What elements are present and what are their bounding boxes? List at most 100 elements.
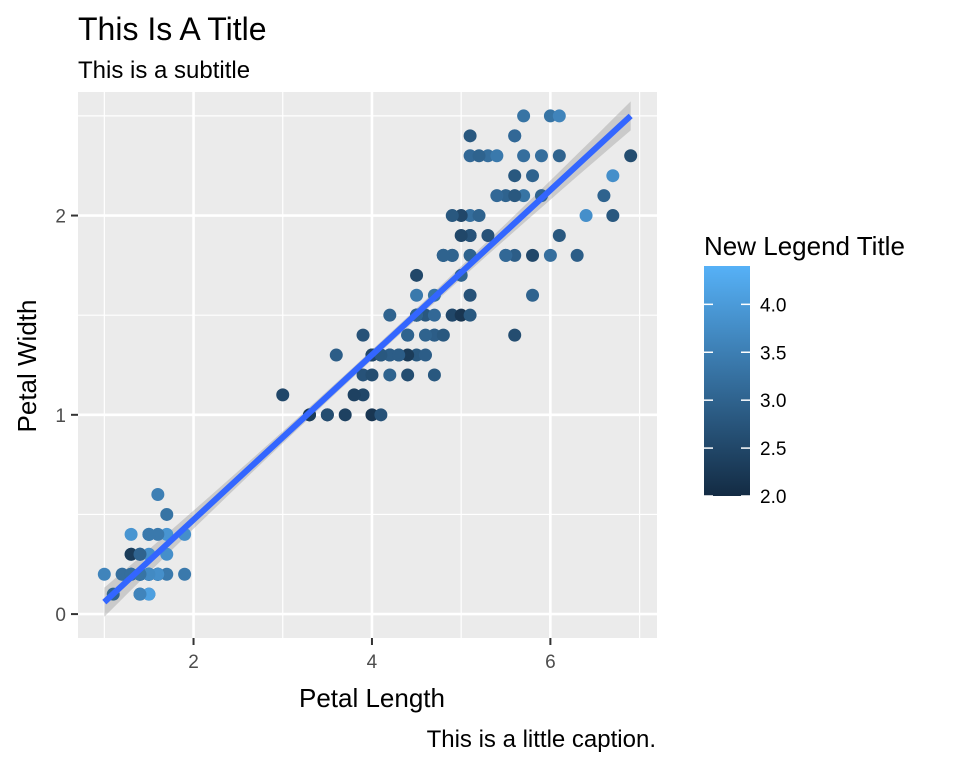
data-point xyxy=(418,348,432,362)
data-point xyxy=(427,328,441,342)
colorbar-label: 3.5 xyxy=(760,343,786,364)
data-point xyxy=(151,567,165,581)
x-tick-label: 4 xyxy=(367,652,378,673)
data-point xyxy=(543,248,557,262)
colorbar-label: 2.0 xyxy=(760,487,786,508)
data-point xyxy=(320,408,334,422)
fit-line xyxy=(102,113,633,605)
data-point xyxy=(392,348,406,362)
data-point xyxy=(133,547,147,561)
data-point xyxy=(401,348,415,362)
data-point xyxy=(606,209,620,223)
data-point xyxy=(463,149,477,163)
data-point xyxy=(410,268,424,282)
data-point xyxy=(347,388,361,402)
data-point xyxy=(383,368,397,382)
data-point xyxy=(383,308,397,322)
data-point xyxy=(276,388,290,402)
major-gridlines xyxy=(78,92,657,638)
data-point xyxy=(472,149,486,163)
data-point xyxy=(436,328,450,342)
x-tick-label: 2 xyxy=(188,652,199,673)
x-axis-title: Petal Length xyxy=(299,683,445,713)
data-point xyxy=(142,527,156,541)
data-point xyxy=(463,308,477,322)
data-point xyxy=(499,248,513,262)
data-point xyxy=(374,408,388,422)
data-point xyxy=(383,348,397,362)
data-point xyxy=(463,129,477,143)
data-point xyxy=(142,587,156,601)
data-point xyxy=(552,149,566,163)
data-point xyxy=(472,209,486,223)
data-point xyxy=(410,348,424,362)
data-point xyxy=(401,368,415,382)
data-point xyxy=(454,308,468,322)
data-point xyxy=(508,248,522,262)
colorbar-label: 4.0 xyxy=(760,295,786,316)
data-point xyxy=(606,169,620,183)
x-tick-label: 6 xyxy=(545,652,556,673)
data-point xyxy=(552,109,566,123)
data-point xyxy=(97,567,111,581)
data-point xyxy=(356,388,370,402)
data-point xyxy=(490,189,504,203)
data-point xyxy=(365,368,379,382)
data-point xyxy=(579,209,593,223)
data-point xyxy=(490,149,504,163)
data-point xyxy=(124,547,138,561)
data-point xyxy=(463,228,477,242)
y-tick-label: 1 xyxy=(55,406,66,427)
data-point xyxy=(133,587,147,601)
data-point xyxy=(624,149,638,163)
y-tick-label: 2 xyxy=(55,207,66,228)
data-point xyxy=(356,328,370,342)
data-point xyxy=(124,527,138,541)
data-point xyxy=(445,248,459,262)
data-point xyxy=(445,308,459,322)
data-point xyxy=(454,228,468,242)
data-point xyxy=(454,209,468,223)
data-point xyxy=(499,189,513,203)
colorbar-label: 2.5 xyxy=(760,439,786,460)
data-point xyxy=(543,109,557,123)
data-point xyxy=(338,408,352,422)
chart-caption: This is a little caption. xyxy=(427,726,656,753)
data-point xyxy=(329,348,343,362)
data-point xyxy=(526,169,540,183)
colorbar xyxy=(704,266,750,496)
data-point xyxy=(534,149,548,163)
data-point xyxy=(508,189,522,203)
data-point xyxy=(178,567,192,581)
axes: 2 4 6 0 1 2 xyxy=(55,207,555,673)
data-point xyxy=(436,248,450,262)
data-point xyxy=(445,209,459,223)
data-point xyxy=(517,149,531,163)
data-point xyxy=(151,527,165,541)
legend: New Legend Title 2.0 2.5 3.0 3.5 4.0 xyxy=(704,231,905,508)
chart-subtitle: This is a subtitle xyxy=(78,57,250,84)
data-point xyxy=(160,507,174,521)
data-point xyxy=(463,288,477,302)
data-point xyxy=(517,189,531,203)
data-point xyxy=(517,109,531,123)
data-point xyxy=(356,368,370,382)
y-axis-title: Petal Width xyxy=(12,300,42,433)
data-point xyxy=(508,328,522,342)
data-point xyxy=(526,248,540,262)
data-point xyxy=(526,288,540,302)
data-point xyxy=(160,567,174,581)
data-point xyxy=(463,209,477,223)
data-point xyxy=(508,169,522,183)
data-point xyxy=(552,228,566,242)
data-point xyxy=(508,129,522,143)
chart-title: This Is A Title xyxy=(78,11,267,47)
data-point xyxy=(597,189,611,203)
data-point xyxy=(427,368,441,382)
data-point xyxy=(570,248,584,262)
data-point xyxy=(418,328,432,342)
data-point xyxy=(427,308,441,322)
data-point xyxy=(115,567,129,581)
legend-title: New Legend Title xyxy=(704,231,905,261)
